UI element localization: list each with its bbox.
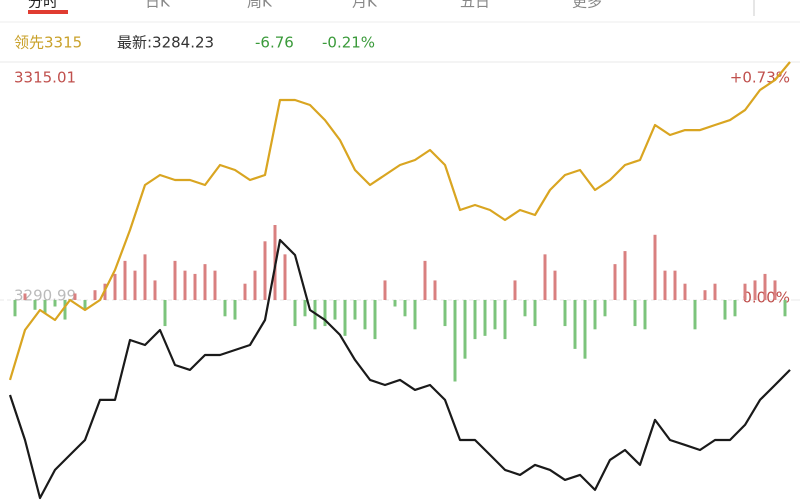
change-bar xyxy=(183,270,187,300)
change-bar xyxy=(453,299,457,382)
change-bar xyxy=(413,299,417,330)
lead-label: 领先3315 xyxy=(14,34,82,52)
change-bar xyxy=(193,273,197,300)
change-bar xyxy=(623,251,627,300)
change-bar xyxy=(573,299,577,349)
change-bar xyxy=(53,299,57,307)
change-bar xyxy=(483,299,487,336)
change-bar xyxy=(243,283,247,300)
change-bar xyxy=(323,299,327,327)
change-bar xyxy=(733,299,737,317)
change-bar xyxy=(683,283,687,300)
change-bar xyxy=(403,299,407,317)
change-bar xyxy=(703,290,707,300)
change-bar xyxy=(693,299,697,330)
change-bar xyxy=(153,280,157,300)
change-bar xyxy=(523,299,527,317)
change-pct-label: -0.21% xyxy=(322,34,375,52)
change-bar xyxy=(293,299,297,327)
change-bar xyxy=(393,299,397,307)
change-bar xyxy=(563,299,567,327)
change-bar xyxy=(583,299,587,359)
change-bar xyxy=(643,299,647,330)
change-bar xyxy=(723,299,727,320)
change-bar xyxy=(553,270,557,300)
change-bar xyxy=(143,254,147,300)
change-bar xyxy=(603,299,607,317)
change-bar xyxy=(233,299,237,320)
y-tick-label: 3315.01 xyxy=(14,69,76,87)
change-bar xyxy=(673,270,677,300)
change-bar xyxy=(43,299,47,314)
change-bar xyxy=(303,299,307,317)
change-bar xyxy=(13,299,17,317)
change-bar xyxy=(83,299,87,310)
change-bar xyxy=(263,241,267,300)
change-bar xyxy=(93,290,97,300)
tab-underline xyxy=(28,10,68,14)
change-bar xyxy=(493,299,497,330)
change-bar xyxy=(743,283,747,300)
change-bar xyxy=(373,299,377,340)
change-bar xyxy=(443,299,447,327)
change-bar xyxy=(123,260,127,300)
y2-tick-label: +0.73% xyxy=(730,69,790,87)
change-bar xyxy=(113,273,117,300)
change-bar xyxy=(383,280,387,300)
price-line xyxy=(8,238,791,500)
price-line xyxy=(8,61,791,381)
change-bar xyxy=(63,299,67,320)
change-bar xyxy=(753,280,757,300)
tab[interactable]: 分时 xyxy=(28,0,58,11)
tab[interactable]: 五日 xyxy=(460,0,490,11)
change-bar xyxy=(33,299,37,310)
change-bar xyxy=(593,299,597,330)
change-bar xyxy=(773,280,777,300)
change-bar xyxy=(613,264,617,300)
change-bar xyxy=(513,280,517,300)
change-bar xyxy=(473,299,477,340)
change-bar xyxy=(163,299,167,327)
change-bar xyxy=(423,260,427,300)
change-bar xyxy=(253,270,257,300)
change-bar xyxy=(23,293,27,300)
change-bar xyxy=(533,299,537,327)
change-bar xyxy=(713,283,717,300)
tab[interactable]: 月K xyxy=(352,0,378,11)
tab[interactable]: 周K xyxy=(247,0,273,11)
change-bar xyxy=(333,299,337,320)
change-bar xyxy=(213,270,217,300)
tab[interactable]: 日K xyxy=(145,0,171,11)
y-tick-label: 3290.99 xyxy=(14,286,76,304)
change-bar xyxy=(343,299,347,336)
change-bar xyxy=(223,299,227,317)
change-bar xyxy=(763,273,767,300)
change-bar xyxy=(173,260,177,300)
change-bar xyxy=(433,280,437,300)
change-bar xyxy=(133,270,137,300)
change-bar xyxy=(463,299,467,359)
latest-label: 最新:3284.23 xyxy=(117,34,214,52)
tab[interactable]: 更多 xyxy=(572,0,602,11)
change-bar xyxy=(353,299,357,320)
change-bar xyxy=(73,293,77,300)
change-bar xyxy=(663,270,667,300)
change-bar xyxy=(543,254,547,300)
change-bar xyxy=(313,299,317,330)
change-bar xyxy=(783,299,787,317)
change-label: -6.76 xyxy=(255,34,294,52)
change-bar xyxy=(363,299,367,330)
change-bar xyxy=(633,299,637,327)
change-bar xyxy=(203,264,207,300)
change-bar xyxy=(653,234,657,300)
change-bar xyxy=(503,299,507,340)
change-bar xyxy=(283,254,287,300)
